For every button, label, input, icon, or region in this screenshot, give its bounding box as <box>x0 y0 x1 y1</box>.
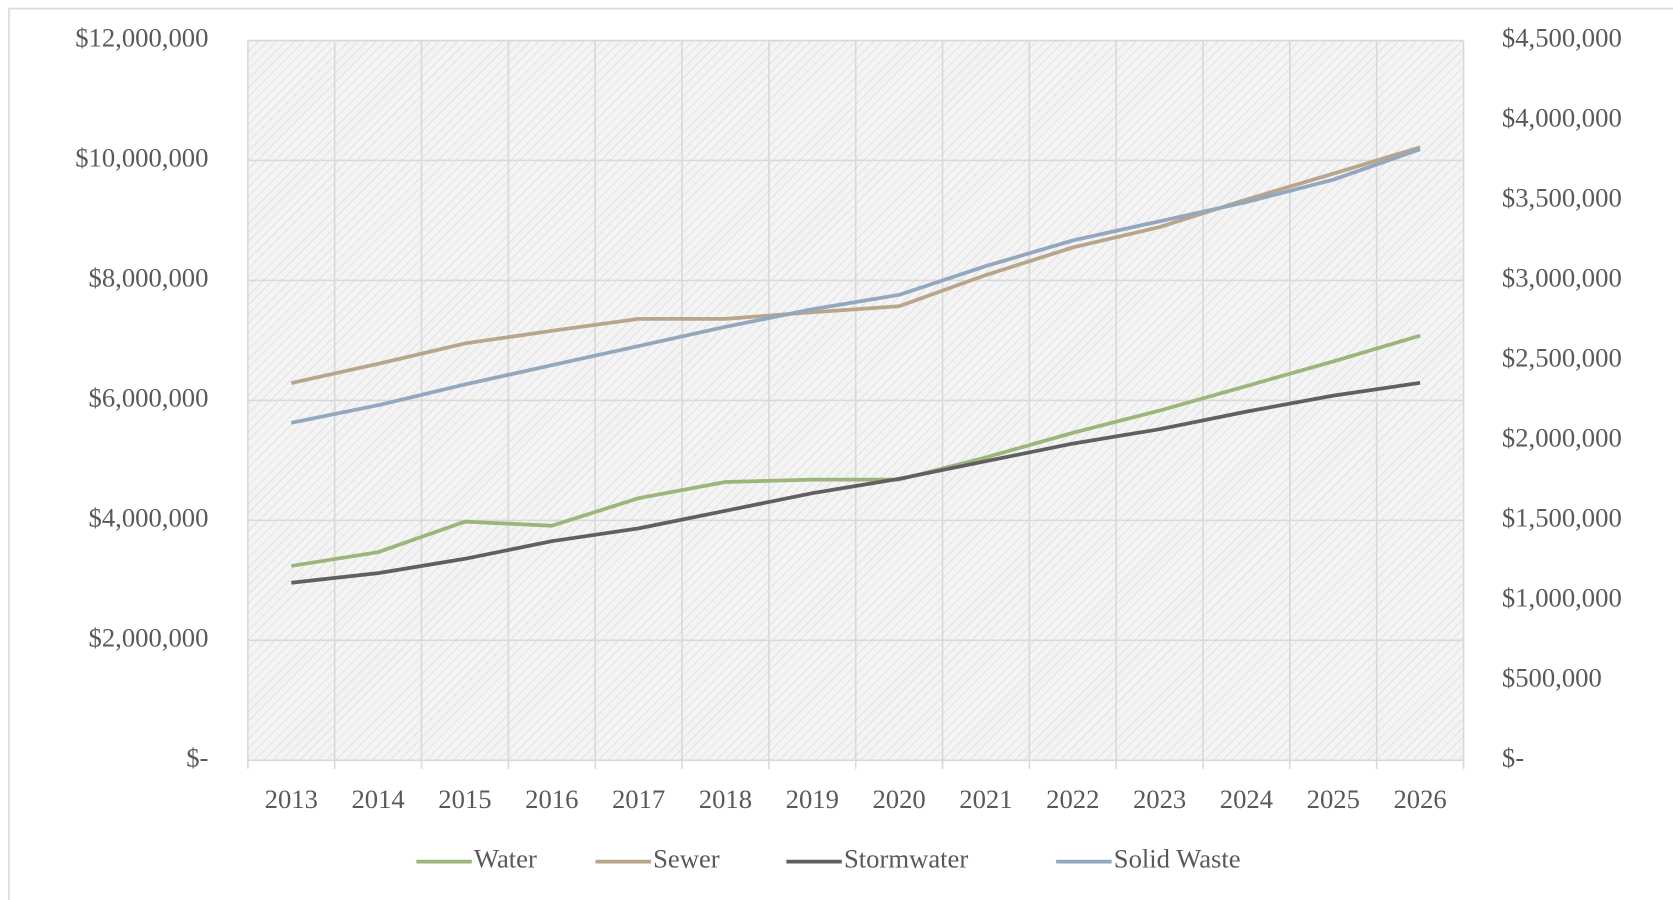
y2-tick-label: $500,000 <box>1502 662 1602 692</box>
x-tick-label: 2019 <box>786 784 839 814</box>
y2-tick-label: $4,500,000 <box>1502 23 1622 53</box>
x-tick-label: 2016 <box>525 784 578 814</box>
y-tick-label: $12,000,000 <box>75 23 208 53</box>
x-tick-label: 2024 <box>1220 784 1273 814</box>
x-tick-label: 2023 <box>1133 784 1186 814</box>
y-tick-label: $10,000,000 <box>75 143 208 173</box>
legend-label: Solid Waste <box>1114 844 1241 874</box>
x-tick-label: 2020 <box>872 784 925 814</box>
legend-label: Sewer <box>653 844 720 874</box>
y-tick-label: $2,000,000 <box>89 622 209 652</box>
y2-tick-label: $3,000,000 <box>1502 263 1622 293</box>
series-line <box>290 333 1421 568</box>
x-tick-label: 2015 <box>438 784 491 814</box>
y-tick-label: $6,000,000 <box>89 383 209 413</box>
x-tick-label: 2017 <box>612 784 665 814</box>
y-tick-label: $- <box>186 742 208 772</box>
legend-label: Stormwater <box>844 844 968 874</box>
x-tick-label: 2018 <box>699 784 752 814</box>
y2-tick-label: $3,500,000 <box>1502 183 1622 213</box>
x-tick-label: 2014 <box>351 784 404 814</box>
x-tick-label: 2022 <box>1046 784 1099 814</box>
x-tick-label: 2026 <box>1393 784 1446 814</box>
y2-tick-label: $2,000,000 <box>1502 423 1622 453</box>
y2-tick-label: $1,000,000 <box>1502 582 1622 612</box>
series-line <box>290 147 1421 425</box>
x-tick-label: 2013 <box>265 784 318 814</box>
series-line <box>291 380 1421 585</box>
y2-tick-label: $4,000,000 <box>1502 103 1622 133</box>
x-tick-label: 2021 <box>959 784 1012 814</box>
y2-tick-label: $- <box>1502 742 1524 772</box>
x-tick-label: 2025 <box>1307 784 1360 814</box>
y-tick-label: $4,000,000 <box>89 502 209 532</box>
y2-tick-label: $1,500,000 <box>1502 502 1622 532</box>
y2-tick-label: $2,500,000 <box>1502 343 1622 373</box>
legend-label: Water <box>474 844 537 874</box>
y-tick-label: $8,000,000 <box>89 263 209 293</box>
